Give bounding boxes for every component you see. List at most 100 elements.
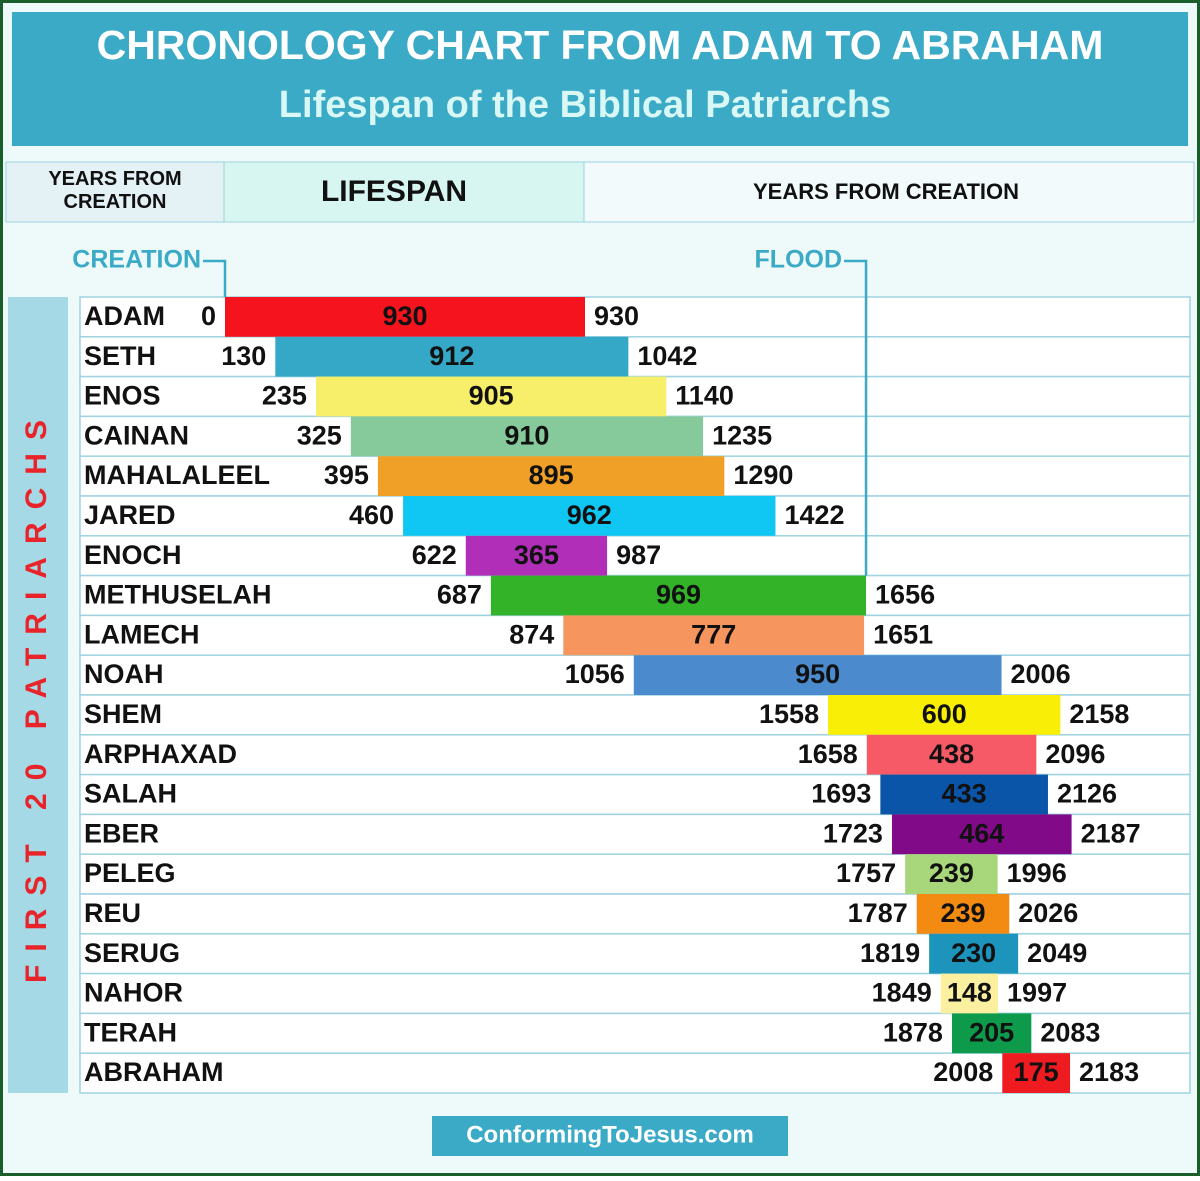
start-label: 1757: [836, 858, 896, 888]
lifespan-label: 600: [922, 699, 967, 729]
end-label: 2187: [1081, 818, 1141, 848]
category-label: NAHOR: [84, 978, 183, 1008]
bar: [891, 814, 1072, 855]
row: [79, 933, 1191, 975]
category-label: ARPHAXAD: [84, 739, 237, 769]
end-label: 1235: [712, 420, 772, 450]
category-label: ENOCH: [84, 540, 182, 570]
lifespan-label: 930: [382, 301, 427, 331]
end-label: 1042: [637, 341, 697, 371]
header-cell: [5, 161, 225, 223]
row: [79, 336, 1191, 378]
bar: [916, 894, 1010, 934]
title-box: [12, 12, 1188, 146]
category-label: SHEM: [84, 699, 162, 729]
end-label: 2183: [1079, 1057, 1139, 1087]
header-middle: LIFESPAN: [321, 175, 467, 208]
footer: ConformingToJesus.com: [466, 1121, 754, 1148]
category-label: NOAH: [84, 659, 164, 689]
bar: [633, 655, 1002, 695]
category-label: EBER: [84, 818, 159, 848]
start-label: 1658: [798, 739, 858, 769]
start-label: 1819: [860, 938, 920, 968]
lifespan-label: 464: [959, 818, 1004, 848]
lifespan-label: 910: [504, 420, 549, 450]
bar: [563, 615, 865, 656]
end-label: 1290: [733, 460, 793, 490]
category-label: MAHALALEEL: [84, 460, 270, 490]
start-label: 235: [262, 381, 307, 411]
start-label: 0: [201, 301, 216, 331]
lifespan-label: 438: [929, 739, 974, 769]
bar: [225, 297, 585, 337]
category-label: LAMECH: [84, 619, 200, 649]
end-label: 1656: [875, 580, 935, 610]
category-label: ADAM: [84, 301, 165, 331]
lifespan-label: 175: [1014, 1057, 1059, 1087]
header-left-wrap: YEARS FROM CREATION: [48, 168, 182, 213]
end-label: 930: [594, 301, 639, 331]
start-label: 1723: [823, 818, 883, 848]
end-label: 2096: [1045, 739, 1105, 769]
category-label: JARED: [84, 500, 176, 530]
start-label: 130: [221, 341, 266, 371]
bar: [275, 336, 629, 377]
bar: [905, 854, 998, 894]
lifespan-label: 962: [567, 500, 612, 530]
lifespan-label: 912: [429, 341, 474, 371]
marker-line: [203, 259, 227, 297]
lifespan-label: 148: [947, 978, 992, 1008]
bar: [828, 695, 1061, 735]
start-label: 1056: [565, 659, 625, 689]
end-label: 1422: [784, 500, 844, 530]
start-label: 460: [349, 500, 394, 530]
end-label: 1140: [675, 381, 734, 411]
row: [79, 535, 1191, 577]
bar: [377, 456, 725, 496]
end-label: 987: [616, 540, 661, 570]
header-cell: [583, 161, 1195, 223]
title: CHRONOLOGY CHART FROM ADAM TO ABRAHAM: [97, 22, 1104, 68]
header-left: YEARS FROM CREATION: [48, 168, 182, 213]
category-label: METHUSELAH: [84, 580, 272, 610]
lifespan-label: 230: [951, 938, 996, 968]
category-label: PELEG: [84, 858, 176, 888]
category-label: SETH: [84, 341, 156, 371]
category-label: ENOS: [84, 381, 161, 411]
start-label: 1878: [883, 1017, 943, 1047]
side-label: FIRST 20 PATRIARCHS: [20, 407, 53, 983]
bar: [1002, 1053, 1071, 1093]
start-label: 1787: [848, 898, 908, 928]
end-label: 2026: [1018, 898, 1078, 928]
end-label: 2006: [1011, 659, 1071, 689]
category-label: SALAH: [84, 779, 177, 809]
side-band: [8, 297, 68, 1093]
lifespan-label: 777: [691, 619, 736, 649]
bar: [940, 973, 999, 1014]
start-label: 1558: [759, 699, 819, 729]
category-label: SERUG: [84, 938, 180, 968]
lifespan-label: 205: [969, 1017, 1014, 1047]
bar: [880, 774, 1048, 815]
row: [79, 853, 1191, 895]
bar: [350, 416, 704, 457]
category-label: ABRAHAM: [84, 1057, 223, 1087]
bar: [929, 933, 1019, 974]
end-label: 2158: [1069, 699, 1129, 729]
bar: [951, 1013, 1032, 1054]
start-label: 1849: [872, 978, 932, 1008]
category-label: CAINAN: [84, 420, 189, 450]
end-label: 1651: [873, 619, 933, 649]
bar: [465, 535, 608, 576]
marker-line: [844, 259, 868, 576]
end-label: 2126: [1057, 779, 1117, 809]
marker-label: FLOOD: [755, 246, 843, 274]
lifespan-label: 950: [795, 659, 840, 689]
subtitle: Lifespan of the Biblical Patriarchs: [279, 84, 891, 126]
lifespan-label: 365: [514, 540, 559, 570]
bar: [490, 575, 867, 616]
start-label: 874: [509, 619, 554, 649]
bar: [403, 496, 776, 536]
lifespan-label: 905: [469, 381, 514, 411]
